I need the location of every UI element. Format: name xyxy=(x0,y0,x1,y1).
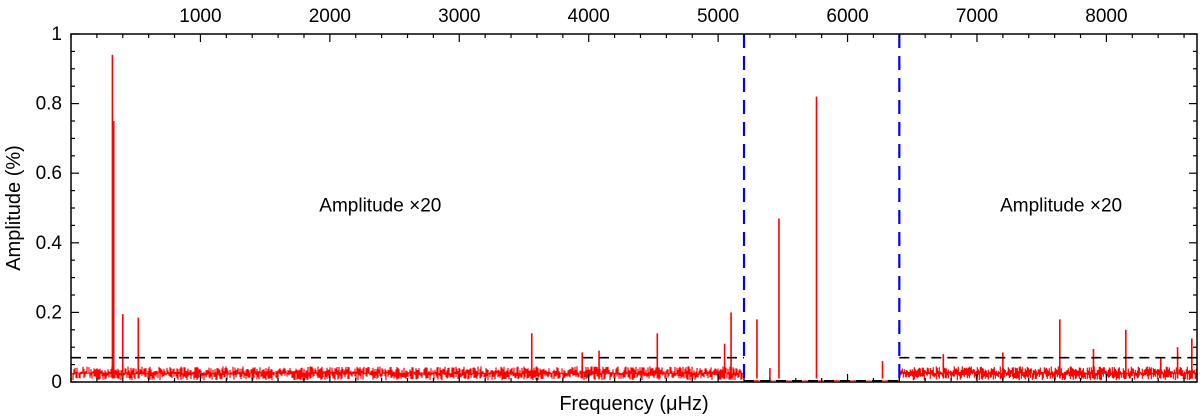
y-ticks: 0 0.2 0.4 0.6 0.8 1 xyxy=(36,24,1197,393)
x-tick-label: 6000 xyxy=(826,6,868,27)
y-tick-label: 0.8 xyxy=(36,94,62,115)
x-tick-label: 5000 xyxy=(697,6,739,27)
x-tick-label: 1000 xyxy=(179,6,221,27)
annotations: Amplitude ×20 Amplitude ×20 xyxy=(319,195,1122,216)
amplitude-scale-annotation-1: Amplitude ×20 xyxy=(319,195,441,216)
y-tick-label: 0.4 xyxy=(36,233,63,254)
y-tick-label: 0.6 xyxy=(36,163,62,184)
x-tick-label: 3000 xyxy=(438,6,480,27)
y-tick-label: 0 xyxy=(51,372,62,393)
y-axis-label: Amplitude (%) xyxy=(3,145,25,271)
x-axis-label: Frequency (μHz) xyxy=(559,393,708,415)
x-tick-label: 2000 xyxy=(309,6,351,27)
amplitude-scale-annotation-2: Amplitude ×20 xyxy=(1000,195,1122,216)
x-tick-label: 8000 xyxy=(1085,6,1127,27)
y-tick-label: 1 xyxy=(51,24,62,45)
x-ticks: 1000 2000 3000 4000 5000 6000 7000 8000 xyxy=(70,6,1185,382)
x-tick-label: 7000 xyxy=(956,6,998,27)
noise-trace xyxy=(70,366,1197,381)
y-tick-label: 0.2 xyxy=(36,302,62,323)
unscaled-window-lines xyxy=(742,34,901,382)
x-tick-label: 4000 xyxy=(568,6,610,27)
peak-group xyxy=(111,54,1193,379)
